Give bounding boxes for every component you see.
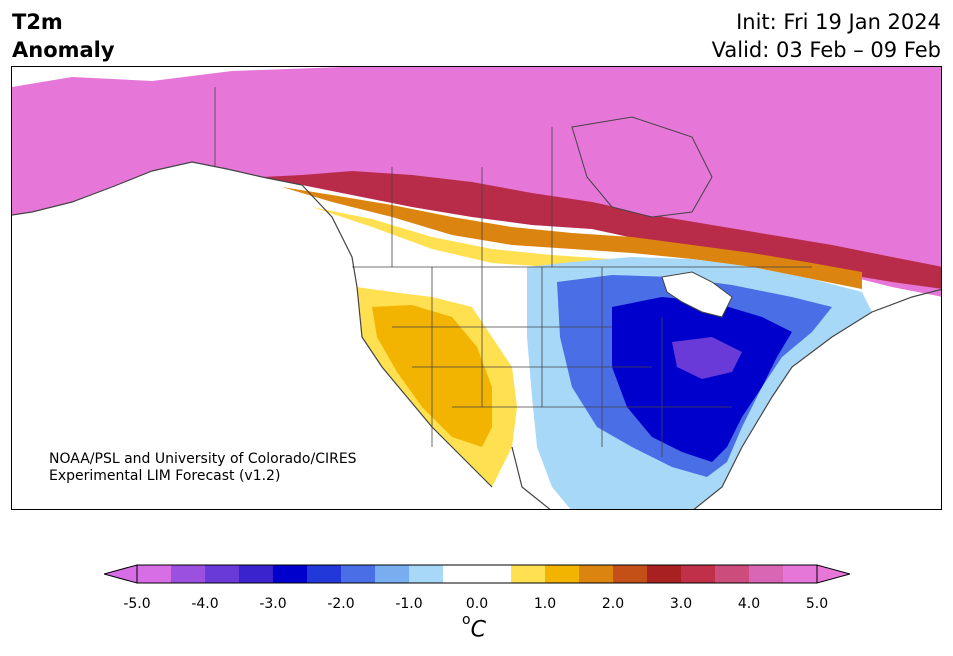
colorbar [104,564,850,584]
colorbar-tick-label: -1.0 [395,596,423,612]
field-label: Anomaly [12,38,115,62]
political-borders [214,87,812,457]
init-date: Init: Fri 19 Jan 2024 [736,10,941,34]
unit-letter: C [470,617,486,643]
colorbar-cell [375,565,410,583]
colorbar-cell [137,565,172,583]
credit-line-1: NOAA/PSL and University of Colorado/CIRE… [49,451,357,467]
colorbar-tick-label: 4.0 [737,596,761,612]
colorbar-extend-left [104,564,138,584]
anomaly-band-orange [282,187,862,289]
anomaly-region-greenland [812,67,941,217]
colorbar-cell [409,565,444,583]
map-canvas [12,67,941,509]
unit-degree: o [462,612,471,628]
anomaly-region-east-cool-core [612,297,792,462]
colorbar-cell [545,565,580,583]
colorbar-tick-label: 0.0 [465,596,489,612]
colorbar-extend-right [816,564,850,584]
colorbar-cell [613,565,648,583]
colorbar-cell [171,565,206,583]
colorbar-tick-label: 1.0 [533,596,557,612]
colorbar-cell [239,565,274,583]
great-lakes [661,271,733,318]
colorbar-cell [511,565,546,583]
colorbar-cell [579,565,614,583]
colorbar-cell [273,565,308,583]
colorbar-cell [443,565,478,583]
colorbar-ticks: -5.0 -4.0 -3.0 -2.0 -1.0 0.0 1.0 2.0 3.0 4.0 5.0 [0,596,953,616]
colorbar-tick-label: -3.0 [259,596,287,612]
colorbar-tick-label: -2.0 [327,596,355,612]
map-title: T2m Anomaly [12,8,115,64]
colorbar-cell [477,565,512,583]
colorbar-tick-label: 2.0 [601,596,625,612]
credit-line-2: Experimental LIM Forecast (v1.2) [49,468,281,484]
anomaly-region-east-cool-peak [672,337,742,379]
colorbar-tick-label: -5.0 [123,596,151,612]
colorbar-cell [783,565,818,583]
colorbar-cell [307,565,342,583]
colorbar-cell [715,565,750,583]
date-info: Init: Fri 19 Jan 2024 Valid: 03 Feb – 09… [712,8,941,64]
colorbar-tick-label: 3.0 [669,596,693,612]
colorbar-cell [205,565,240,583]
variable-label: T2m [12,10,63,34]
colorbar-cell [647,565,682,583]
colorbar-frame [136,564,818,584]
anomaly-map: NOAA/PSL and University of Colorado/CIRE… [11,66,942,510]
colorbar-unit: oC [462,612,486,643]
colorbar-cell [681,565,716,583]
colorbar-cell [341,565,376,583]
valid-range: Valid: 03 Feb – 09 Feb [711,38,941,62]
colorbar-cells [137,565,818,583]
colorbar-tick-label: -4.0 [191,596,219,612]
colorbar-cell [749,565,784,583]
credit-text: NOAA/PSL and University of Colorado/CIRE… [49,451,357,485]
hudson-bay [571,116,713,218]
colorbar-tick-label: 5.0 [805,596,829,612]
